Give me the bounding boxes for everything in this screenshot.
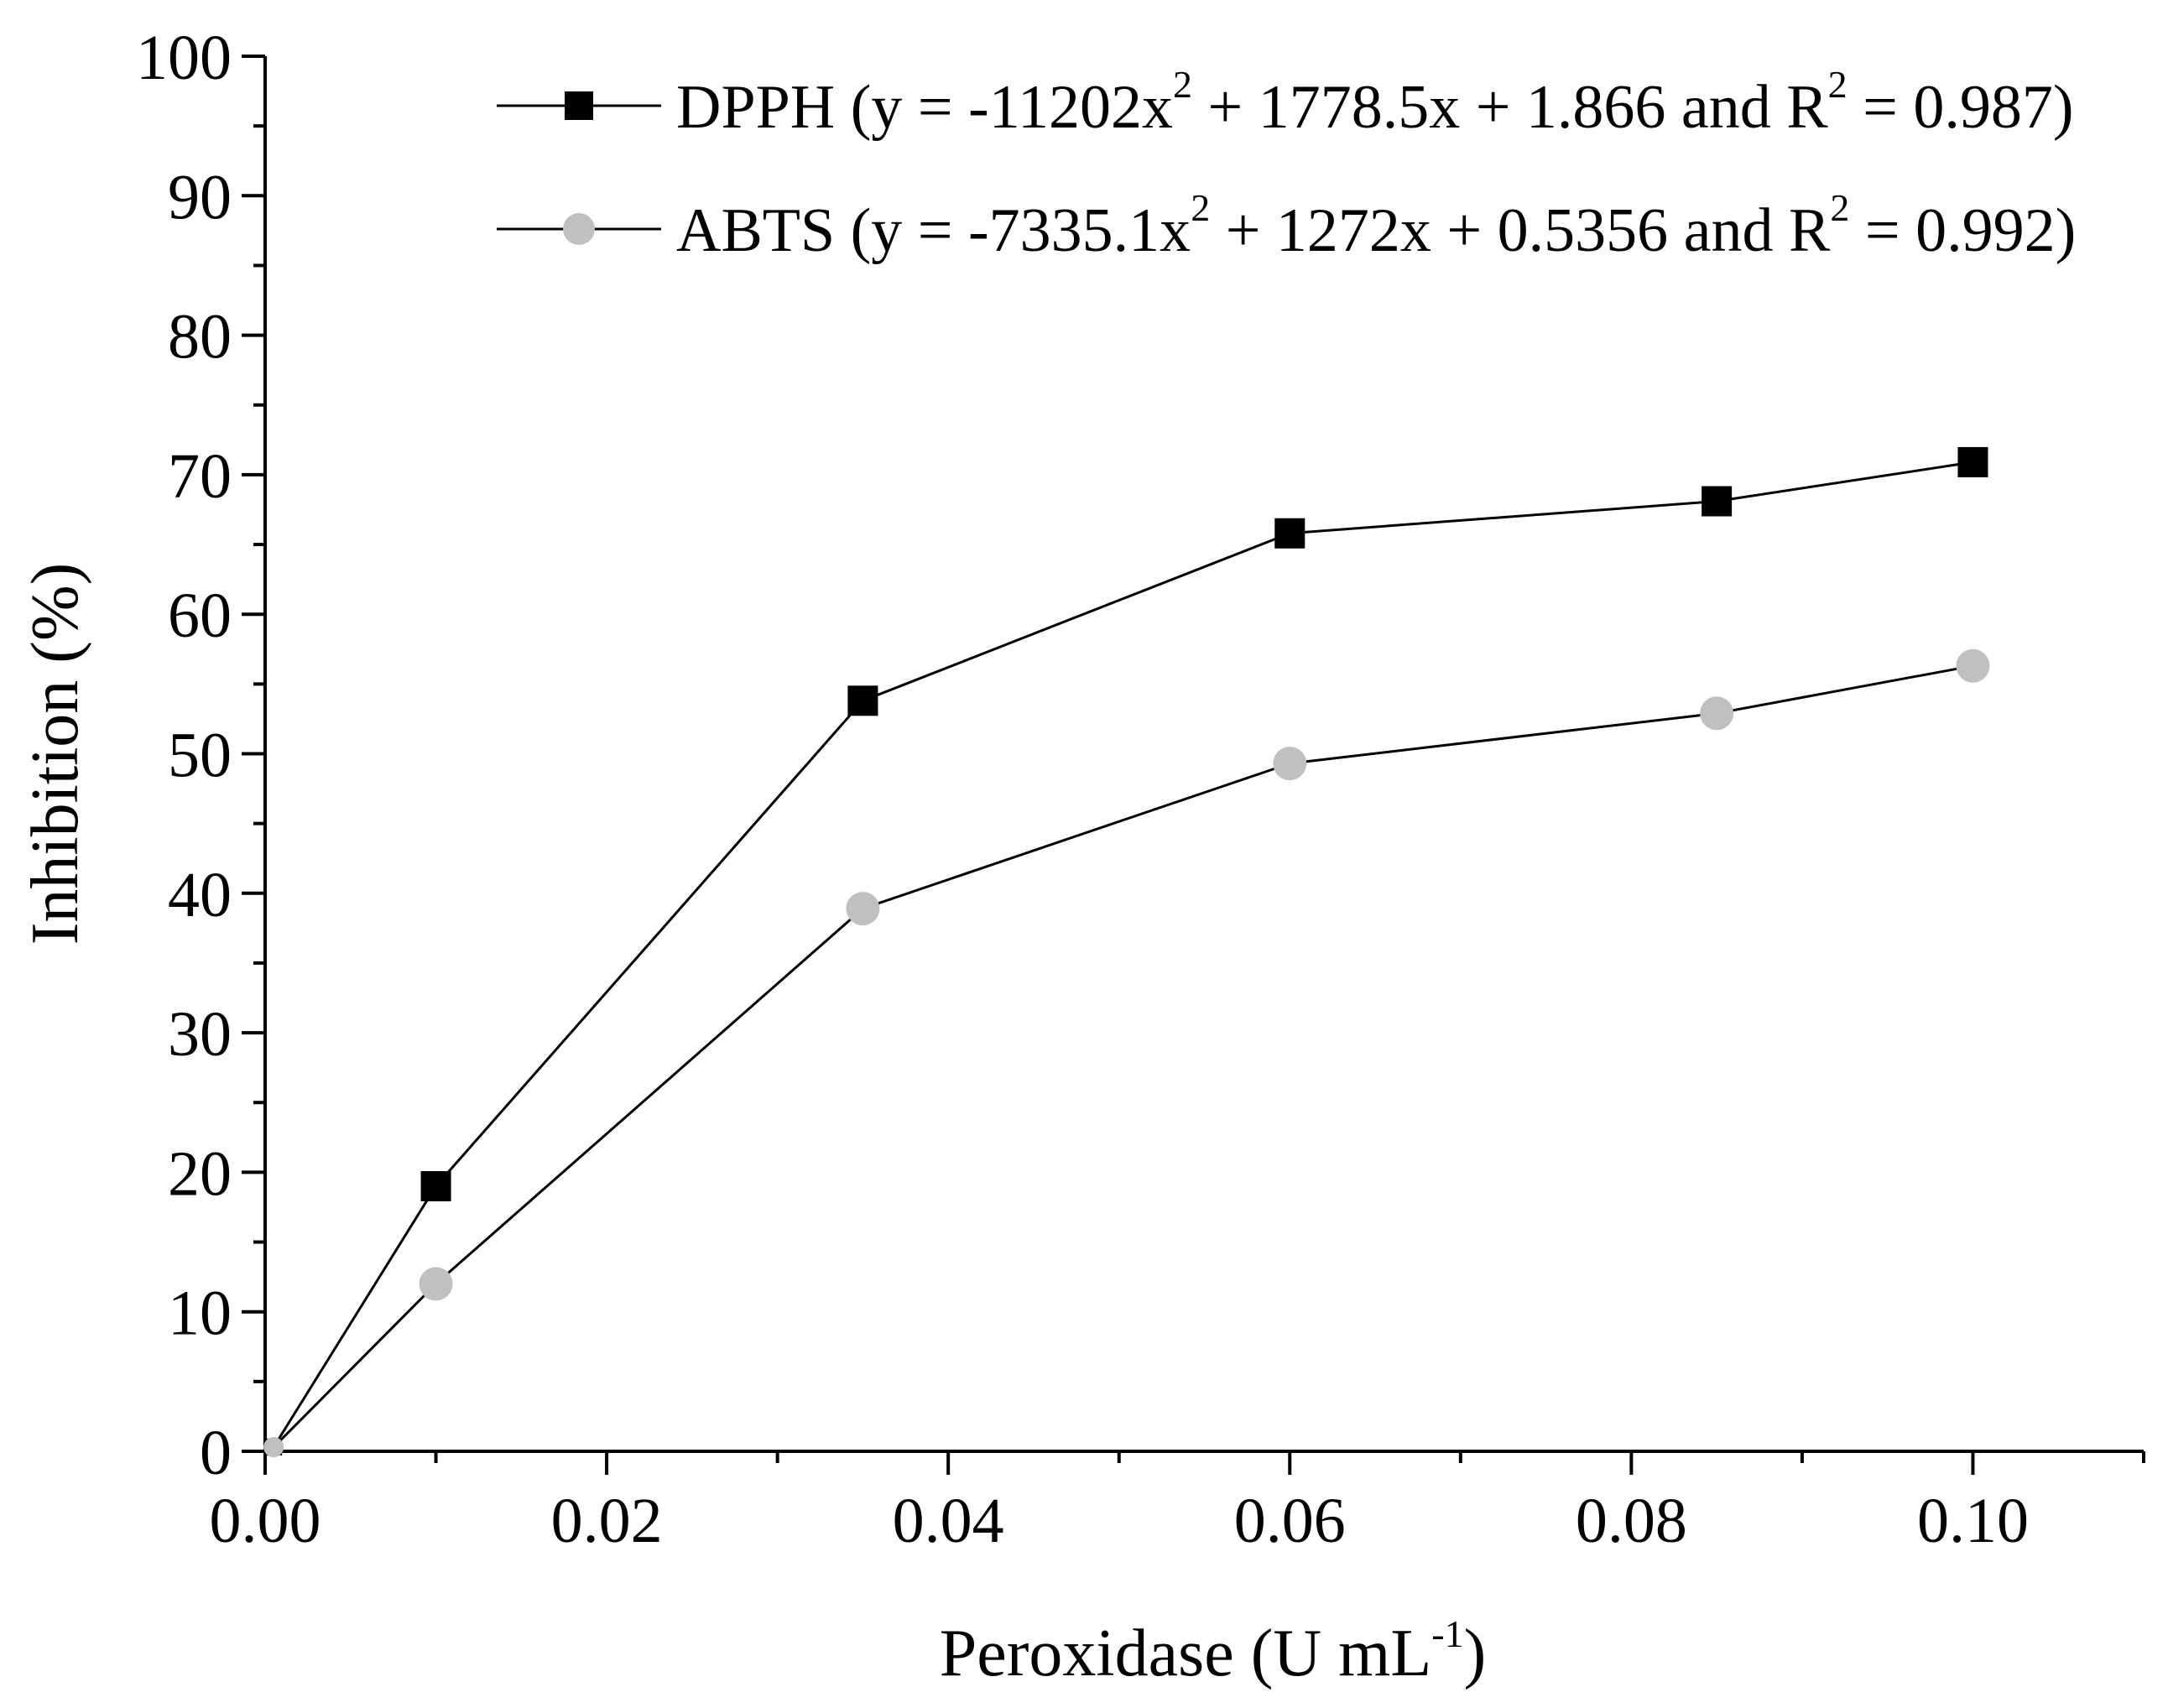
x-tick-label: 0.10 <box>1917 1486 2029 1556</box>
y-tick-label: 70 <box>168 441 232 512</box>
series-lines <box>272 461 1973 1449</box>
x-tick-label: 0.02 <box>551 1486 663 1556</box>
x-tick-label: 0.06 <box>1234 1486 1346 1556</box>
abts-point <box>1700 696 1734 731</box>
dpph-series-line <box>272 461 1973 1448</box>
dpph-point <box>847 685 878 716</box>
y-tick-label: 10 <box>168 1278 232 1349</box>
y-tick-label: 60 <box>168 581 232 651</box>
y-tick-label: 90 <box>168 162 232 232</box>
dpph-point <box>1702 486 1733 517</box>
abts-point <box>1273 747 1307 781</box>
series-markers <box>263 446 1990 1458</box>
abts-series-line <box>273 664 1973 1449</box>
y-axis-title: Inhibition (%) <box>18 563 92 945</box>
y-tick-label: 100 <box>136 23 232 93</box>
y-tick-label: 30 <box>168 999 232 1070</box>
abts-point <box>419 1267 453 1301</box>
y-tick-label: 80 <box>168 302 232 372</box>
y-tick-label: 50 <box>168 721 232 791</box>
y-tick-label: 0 <box>200 1418 232 1488</box>
dpph-point <box>1274 518 1305 549</box>
x-tick-label: 0.08 <box>1576 1486 1687 1556</box>
x-axis-title: Peroxidase (U mL-1) <box>940 1612 1487 1690</box>
y-tick-label: 40 <box>168 860 232 930</box>
y-tick-label: 20 <box>168 1138 232 1209</box>
dpph-point <box>1957 446 1988 477</box>
abts-point <box>263 1437 284 1458</box>
abts-point <box>1956 648 1990 683</box>
abts-legend-marker <box>563 213 595 245</box>
dpph-point <box>420 1171 451 1202</box>
abts-legend-label: ABTS (y = -7335.1x2 + 1272x + 0.5356 and… <box>676 186 2076 265</box>
dpph-legend-marker <box>565 91 593 120</box>
legend: DPPH (y = -11202x2 + 1778.5x + 1.866 and… <box>497 63 2076 265</box>
x-tick-label: 0.04 <box>893 1486 1004 1556</box>
x-tick-label: 0.00 <box>210 1486 321 1556</box>
axes: 0 10 20 30 40 50 60 70 80 90 100 0.00 0.02 0.04 0.06 0.… <box>18 23 2145 1690</box>
abts-point <box>846 892 880 926</box>
dpph-legend-label: DPPH (y = -11202x2 + 1778.5x + 1.866 and… <box>676 63 2074 142</box>
